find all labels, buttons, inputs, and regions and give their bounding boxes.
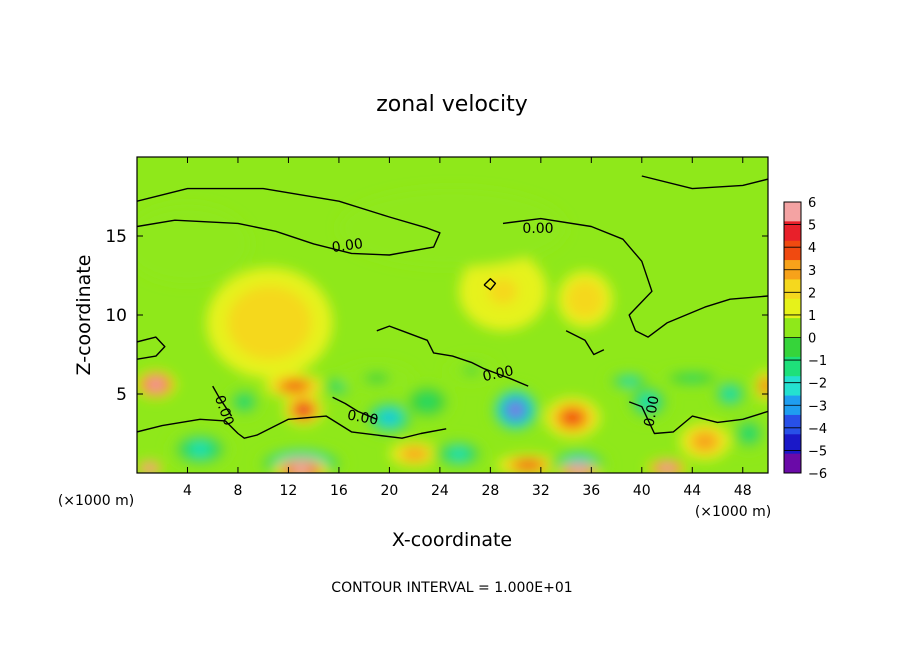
colorbar-swatch — [784, 414, 801, 435]
colorbar-swatch — [784, 376, 801, 397]
colorbar-tick-label: 1 — [808, 309, 816, 324]
colorbar-tick-label: 3 — [808, 264, 816, 279]
colorbar-tick-label: −5 — [808, 444, 827, 459]
colorbar-swatch — [784, 434, 801, 455]
velocity-cell — [420, 397, 434, 407]
zero-contour-line — [137, 415, 447, 439]
x-axis-label: X-coordinate — [392, 529, 512, 551]
contour-label: 0.00 — [331, 236, 364, 256]
zero-contour-line — [483, 278, 497, 291]
colorbar-swatch — [784, 318, 801, 338]
velocity-cell — [192, 444, 208, 455]
plot-area — [137, 157, 768, 473]
zero-contour-line — [137, 187, 441, 256]
velocity-cell — [575, 289, 595, 309]
contour-interval-note: CONTOUR INTERVAL = 1.000E+01 — [331, 580, 572, 596]
velocity-cell — [147, 466, 152, 471]
colorbar-tick-label: −3 — [808, 399, 827, 414]
velocity-cell — [383, 413, 395, 422]
colorbar-swatch — [784, 453, 801, 474]
x-axis: 4 8 12 16 20 24 28 32 36 40 44 48 — [183, 157, 752, 499]
velocity-cell — [642, 397, 654, 407]
velocity-cell — [623, 378, 635, 384]
x-tick-label: 8 — [233, 483, 242, 499]
velocity-cell — [155, 224, 220, 264]
colorbar-swatch — [784, 279, 801, 300]
velocity-cell — [153, 382, 159, 387]
velocity-cell — [698, 436, 712, 447]
x-tick-label: 24 — [431, 483, 449, 499]
colorbar-swatch — [784, 202, 801, 222]
chart-title: zonal velocity — [376, 92, 528, 117]
zero-contour-line — [565, 330, 605, 356]
x-tick-label: 40 — [633, 483, 651, 499]
zero-contour-line — [332, 396, 378, 420]
zero-contour-line — [376, 325, 529, 387]
velocity-cell — [763, 382, 768, 390]
velocity-cell — [742, 427, 756, 440]
x-tick-label: 32 — [532, 483, 550, 499]
x-tick-label: 16 — [330, 483, 348, 499]
colorbar: 6 5 4 3 2 1 0 −1 −2 −3 −4 −5 −6 — [783, 196, 827, 482]
colorbar-tick-label: −4 — [808, 422, 827, 437]
y-axis-label: Z-coordinate — [73, 255, 95, 376]
contour-label: 0.00 — [641, 395, 662, 428]
velocity-field — [137, 188, 768, 473]
velocity-cell — [521, 462, 535, 468]
colorbar-swatch — [784, 240, 801, 261]
velocity-cell — [575, 469, 582, 473]
colorbar-tick-label: 2 — [808, 286, 816, 301]
colorbar-tick-label: 0 — [808, 332, 816, 347]
zero-contour-line — [137, 336, 166, 360]
velocity-cell — [725, 390, 735, 398]
y-tick-label: 10 — [105, 306, 127, 326]
x-tick-label: 20 — [380, 483, 398, 499]
velocity-cell — [451, 450, 466, 458]
velocity-cell — [297, 467, 305, 472]
colorbar-swatch — [784, 221, 801, 242]
x-tick-label: 36 — [582, 483, 600, 499]
colorbar-swatch — [784, 337, 801, 358]
contour-label: 0.00 — [522, 221, 553, 237]
velocity-cell — [237, 396, 251, 408]
x-unit-right: (×1000 m) — [695, 504, 771, 520]
y-axis: 5 10 15 — [105, 227, 768, 405]
velocity-cell — [664, 466, 670, 471]
velocity-cell — [288, 383, 301, 389]
contour-lines — [137, 175, 768, 439]
colorbar-tick-label: 4 — [808, 241, 816, 256]
colorbar-swatch — [784, 356, 801, 377]
colorbar-swatch — [784, 298, 801, 319]
zero-contour-line — [641, 175, 768, 190]
colorbar-tick-label: 5 — [808, 219, 816, 234]
zero-contour-line — [628, 401, 768, 435]
zero-contour-line — [502, 217, 768, 338]
colorbar-tick-label: −2 — [808, 377, 827, 392]
velocity-cell — [300, 407, 307, 413]
velocity-cell — [512, 406, 519, 413]
colorbar-tick-label: −1 — [808, 354, 827, 369]
contour-label: 0.00 — [481, 363, 515, 385]
contour-label: 0.00 — [346, 407, 379, 428]
x-tick-label: 48 — [734, 483, 752, 499]
velocity-cell — [463, 366, 480, 375]
zero-contour-line — [212, 385, 233, 417]
velocity-cell — [364, 372, 390, 384]
x-unit-left: (×1000 m) — [58, 493, 134, 509]
velocity-cell — [408, 450, 421, 458]
y-tick-label: 15 — [105, 227, 127, 247]
x-tick-label: 44 — [683, 483, 701, 499]
velocity-cell — [488, 278, 518, 305]
x-tick-label: 4 — [183, 483, 192, 499]
velocity-cell — [248, 304, 291, 342]
velocity-cell — [395, 208, 510, 248]
x-tick-label: 28 — [481, 483, 499, 499]
colorbar-tick-label: −6 — [808, 467, 827, 482]
colorbar-tick-label: 6 — [808, 196, 816, 211]
velocity-cell — [566, 413, 578, 422]
velocity-cell — [684, 376, 701, 381]
y-tick-label: 5 — [116, 385, 127, 405]
x-tick-label: 12 — [280, 483, 298, 499]
